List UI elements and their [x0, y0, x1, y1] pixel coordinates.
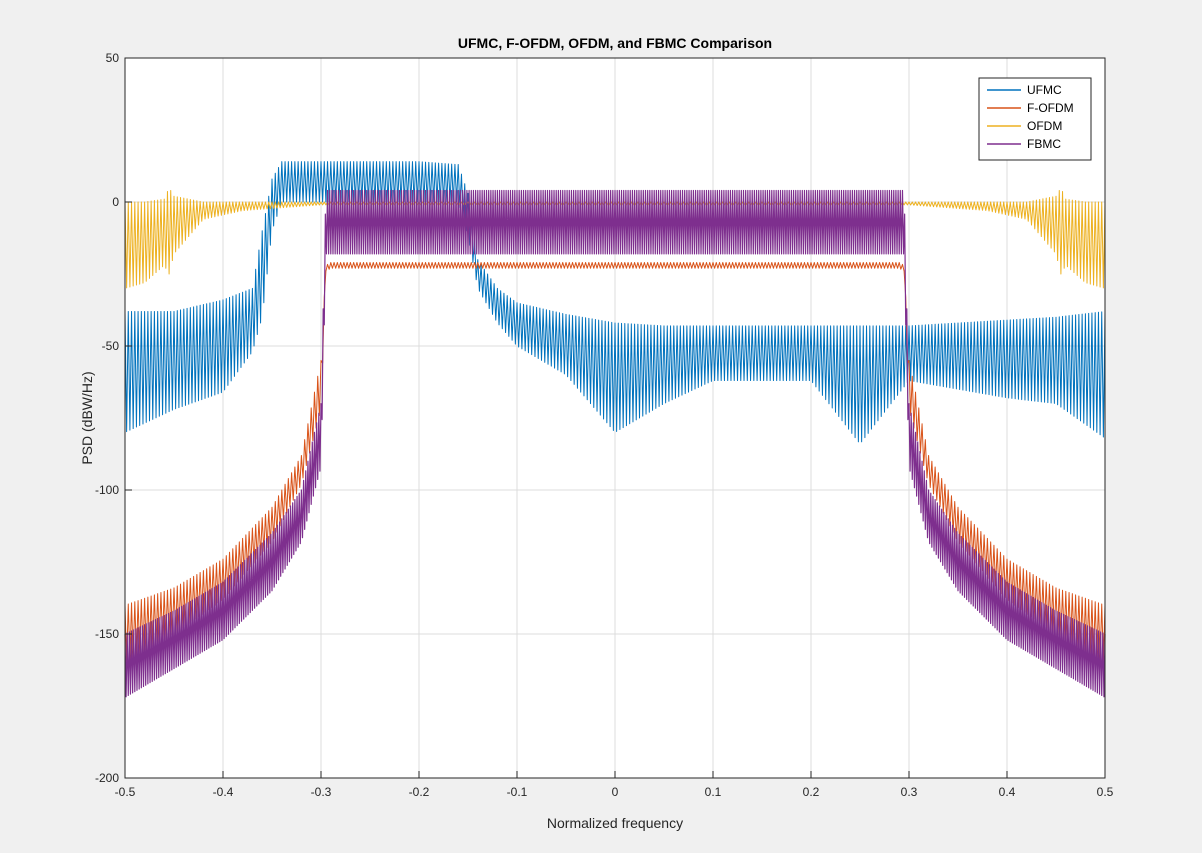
y-tick-label: 50: [106, 51, 120, 65]
series-fbmc: [124, 189, 1106, 698]
y-tick-label: -150: [95, 627, 119, 641]
x-tick-label: -0.2: [409, 785, 430, 799]
x-tick-label: 0.5: [1097, 785, 1114, 799]
legend-item: OFDM: [987, 119, 1062, 133]
legend-label: F-OFDM: [1027, 101, 1074, 115]
legend-label: FBMC: [1027, 137, 1061, 151]
y-tick-label: -50: [102, 339, 120, 353]
x-tick-label: -0.5: [115, 785, 136, 799]
chart-title: UFMC, F-OFDM, OFDM, and FBMC Comparison: [458, 35, 772, 51]
x-axis-label: Normalized frequency: [547, 815, 683, 831]
ticks: -0.5 -0.4 -0.3 -0.2 -0.1 0 0.1 0.2 0.3 0.4 0.5 -200…: [95, 51, 1114, 799]
x-tick-label: 0.4: [999, 785, 1016, 799]
x-tick-label: -0.4: [213, 785, 234, 799]
legend: UFMC F-OFDM OFDM FBMC: [978, 77, 1092, 161]
legend-box: [978, 77, 1092, 161]
series-line: [124, 261, 1106, 663]
legend-label: OFDM: [1027, 119, 1062, 133]
series-ufmc: [124, 161, 1106, 443]
x-tick-label: 0.3: [901, 785, 918, 799]
x-tick-label: 0.1: [705, 785, 722, 799]
x-tick-label: 0.2: [803, 785, 820, 799]
legend-item: FBMC: [987, 137, 1061, 151]
legend-label: UFMC: [1027, 83, 1062, 97]
series-f-ofdm: [124, 261, 1106, 663]
legend-item: F-OFDM: [987, 101, 1074, 115]
series-line: [124, 189, 1106, 698]
y-tick-label: -100: [95, 483, 119, 497]
y-tick-label: 0: [112, 195, 119, 209]
y-tick-label: -200: [95, 771, 119, 785]
x-tick-label: -0.1: [507, 785, 528, 799]
series-line: [124, 161, 1106, 443]
x-tick-label: 0: [612, 785, 619, 799]
x-tick-label: -0.3: [311, 785, 332, 799]
legend-item: UFMC: [987, 83, 1062, 97]
series-layer: [124, 161, 1106, 698]
y-axis-label: PSD (dBW/Hz): [79, 371, 95, 464]
